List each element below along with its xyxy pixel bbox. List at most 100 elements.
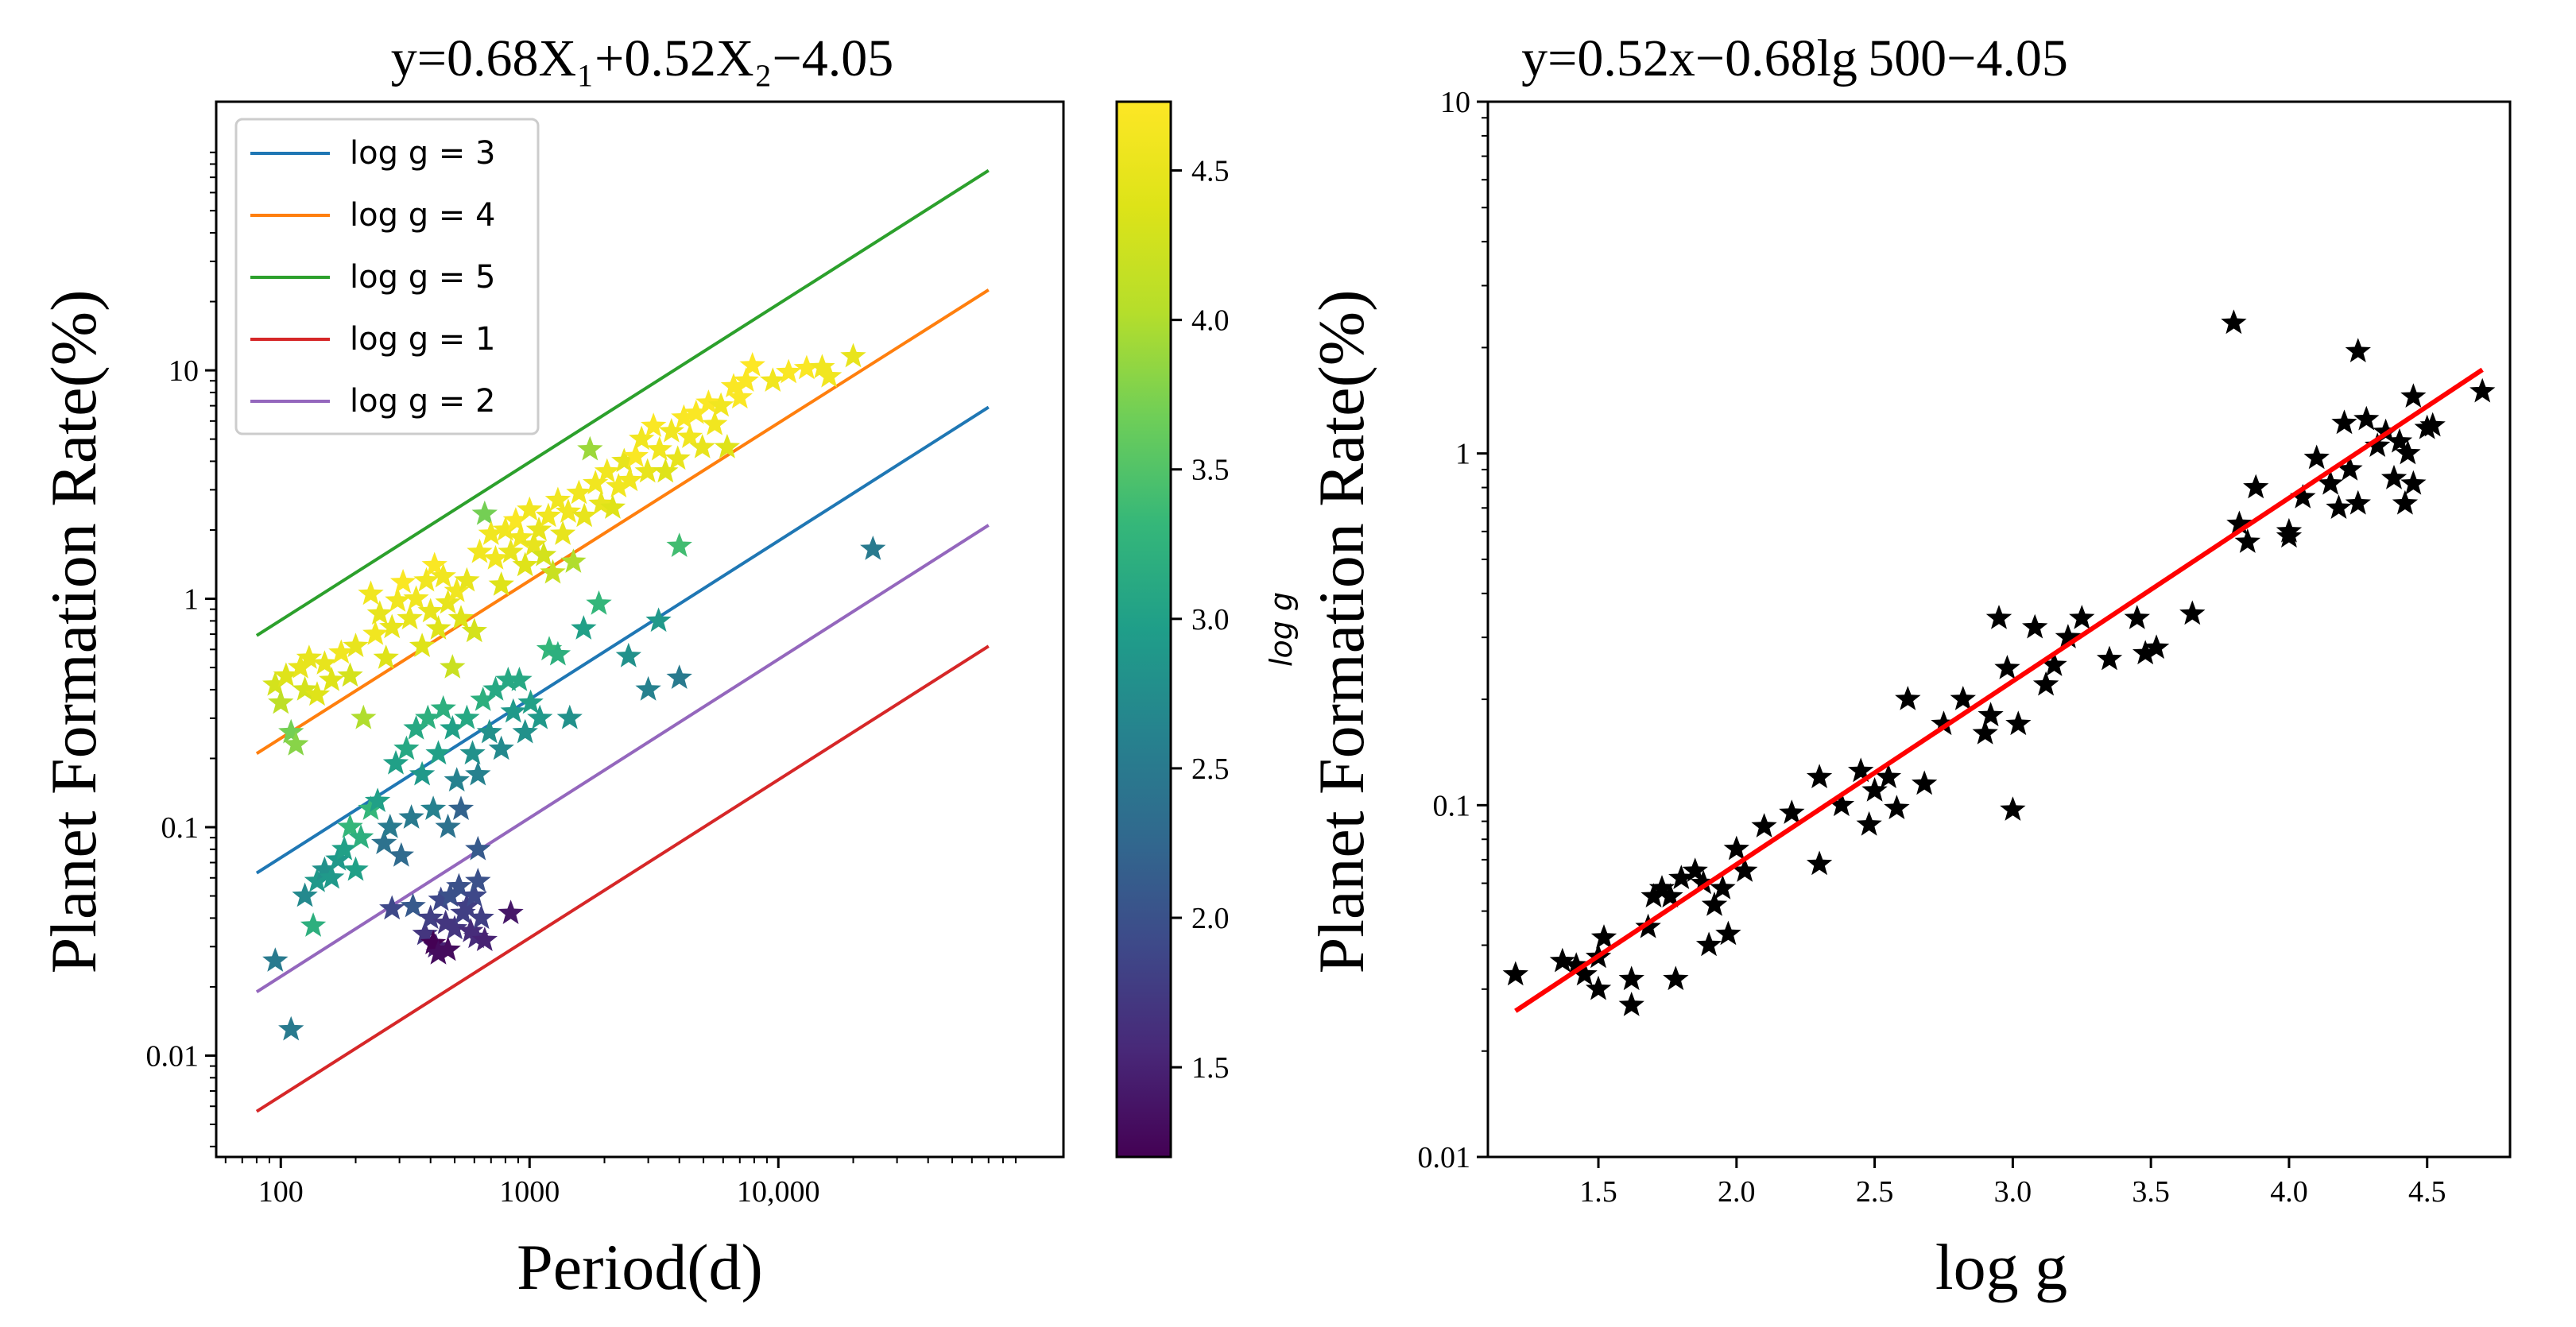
star-point (488, 571, 514, 596)
star-point (432, 909, 459, 934)
right-chart-title: y=0.52x−0.68lg 500−4.05 (1521, 29, 2068, 87)
star-point (2380, 464, 2407, 489)
colorbar-gradient (1117, 102, 1171, 1157)
star-point (2317, 470, 2344, 495)
star-point (292, 675, 318, 701)
star-point (1710, 875, 1736, 899)
star-point (465, 760, 491, 786)
star-point (393, 735, 420, 760)
star-point (521, 531, 547, 556)
star-point (583, 470, 609, 495)
star-point (319, 864, 345, 889)
star-point (702, 411, 728, 435)
star-point (403, 585, 429, 610)
star-point (2143, 634, 2170, 660)
star-point (1848, 757, 1874, 783)
star-point (413, 567, 440, 592)
star-point (1912, 770, 1938, 795)
star-point (1563, 952, 1590, 977)
star-point (816, 362, 843, 388)
star-point (2032, 671, 2059, 696)
star-point (440, 654, 466, 679)
star-point (377, 814, 403, 838)
star-point (2276, 523, 2303, 548)
star-point (296, 644, 323, 669)
right-scatter-points (1502, 309, 2496, 1016)
star-point (566, 479, 592, 505)
star-point (435, 814, 461, 838)
right-y-axis-ticks: 0.01 0.1 1 10 (1418, 86, 1488, 1174)
star-point (278, 1016, 304, 1041)
star-point (1585, 975, 1612, 1000)
star-point (1502, 961, 1528, 986)
left-scatter-points (262, 342, 886, 1041)
star-point (1884, 795, 1910, 819)
star-point (671, 404, 697, 429)
star-point (525, 516, 552, 541)
star-point (2373, 418, 2399, 443)
star-point (1895, 686, 1921, 710)
star-point (268, 689, 294, 714)
x-tick-label: 3.0 (1994, 1175, 2032, 1209)
star-point (2000, 796, 2026, 821)
y-tick-label: 0.1 (1433, 789, 1471, 822)
x-tick-label: 1000 (499, 1175, 560, 1209)
star-point (398, 804, 424, 829)
star-point (1751, 813, 1777, 838)
star-point (478, 520, 504, 545)
star-point (1682, 857, 1708, 882)
star-point (536, 636, 563, 661)
star-point (1690, 869, 1717, 895)
colorbar-frame (1115, 100, 1172, 1159)
star-point (420, 930, 447, 954)
star-point (379, 613, 405, 639)
star-point (2419, 412, 2446, 437)
star-point (2041, 652, 2067, 676)
star-point (430, 694, 456, 720)
star-point (471, 927, 498, 951)
legend: log g = 3 log g = 4 log g = 5 log g = 1 log … (234, 118, 540, 435)
star-point (645, 607, 672, 633)
star-point (535, 502, 562, 528)
colorbar: 1.5 2.0 2.5 3.0 3.5 4.0 4.5 log g (1115, 100, 1299, 1159)
star-point (512, 551, 538, 577)
left-plot-frame (215, 100, 1065, 1159)
y-tick-label: 10 (1440, 86, 1470, 119)
star-point (366, 600, 393, 625)
star-point (577, 435, 603, 461)
colorbar-tick-label: 3.5 (1191, 454, 1230, 487)
star-point (337, 662, 363, 687)
star-point (617, 466, 643, 492)
star-point (1549, 947, 1575, 973)
star-point (328, 639, 354, 664)
y-tick-label: 0.01 (1418, 1141, 1471, 1174)
star-point (430, 563, 456, 588)
star-point (540, 559, 566, 584)
star-point (465, 868, 491, 892)
legend-entry-label: log g = 2 (350, 383, 495, 420)
star-point (2400, 470, 2427, 495)
star-point (1715, 920, 1741, 946)
reference-line-logg-1 (255, 644, 990, 1113)
star-point (482, 544, 509, 570)
star-point (454, 567, 480, 592)
star-point (1779, 799, 1805, 824)
star-point (1931, 710, 1957, 736)
star-point (273, 662, 300, 687)
star-point (403, 715, 429, 740)
star-point (425, 740, 451, 765)
star-point (1701, 892, 1728, 916)
star-point (470, 687, 496, 711)
star-point (461, 617, 487, 643)
star-point (666, 532, 692, 557)
star-point (1618, 992, 1644, 1016)
star-point (707, 392, 734, 417)
star-point (2055, 624, 2082, 648)
star-point (733, 367, 759, 392)
star-point (1668, 865, 1695, 889)
right-x-axis-ticks: 1.5 2.0 2.5 3.0 3.5 4.0 4.5 (1579, 1157, 2446, 1209)
star-point (2337, 455, 2363, 481)
star-point (571, 502, 598, 528)
star-point (262, 671, 289, 696)
